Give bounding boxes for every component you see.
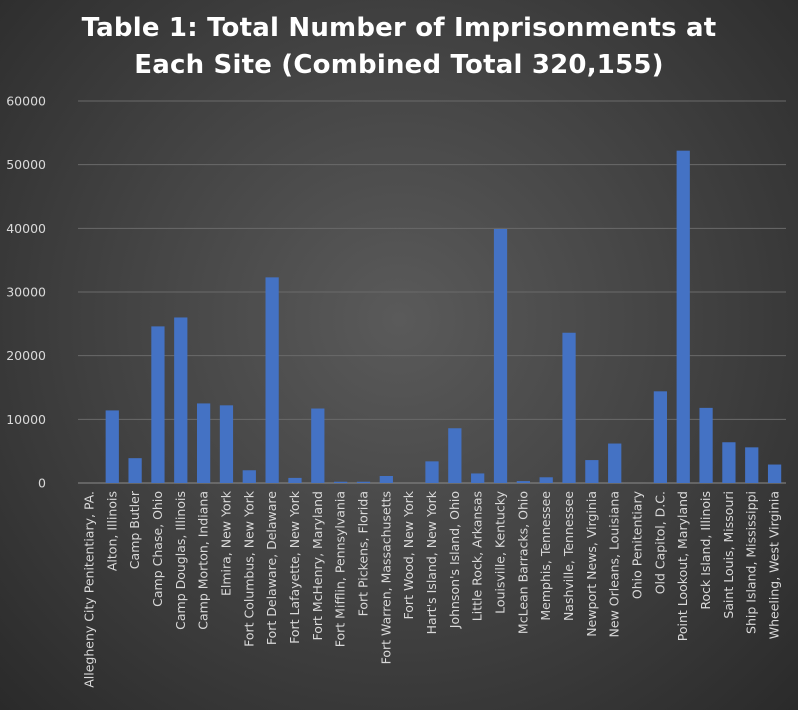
chart-title-line-2: Each Site (Combined Total 320,155) (134, 50, 664, 80)
y-tick-label: 40000 (6, 221, 46, 236)
chart-title-line-1: Table 1: Total Number of Imprisonments a… (81, 13, 717, 43)
x-tick-label: Saint Louis, Missouri (721, 491, 736, 619)
bar (493, 228, 508, 483)
x-tick-label: Old Capitol, D.C. (652, 491, 667, 594)
y-tick-label: 10000 (6, 412, 46, 427)
x-tick-label: Camp Douglas, Illinois (173, 491, 188, 630)
bar (242, 470, 256, 483)
x-tick-label: McLean Barracks, Ohio (515, 491, 530, 634)
bar (105, 410, 119, 483)
bar (196, 403, 211, 483)
bar (745, 447, 759, 483)
y-tick-label: 60000 (6, 94, 46, 109)
bar (767, 464, 782, 483)
x-tick-label: Fort Wood, New York (401, 490, 416, 619)
x-tick-label: Fort Delaware, Delaware (264, 491, 279, 645)
bar (311, 408, 325, 483)
x-tick-label: Wheeling, West Virginia (767, 491, 782, 639)
x-tick-label: Ohio Penitentiary (630, 490, 645, 599)
y-tick-label: 30000 (6, 285, 46, 300)
bar (676, 150, 690, 483)
bar (425, 461, 439, 483)
bar (516, 481, 530, 483)
x-tick-label: Point Lookout, Maryland (675, 491, 690, 641)
x-tick-label: Memphis, Tennessee (538, 491, 553, 621)
x-tick-label: New Orleans, Louisiana (607, 491, 622, 637)
x-tick-label: Elmira, New York (218, 490, 233, 596)
bar (562, 332, 576, 483)
bar (265, 277, 279, 483)
y-tick-label: 0 (38, 476, 46, 491)
x-tick-label: Fort McHenry, Maryland (310, 491, 325, 641)
x-tick-label: Allegheny City Penitentiary, PA. (81, 491, 96, 688)
x-tick-label: Fort Warren, Massachusetts (378, 491, 393, 664)
x-tick-label: Camp Butler (127, 490, 142, 569)
x-tick-label: Johnson's Island, Ohio (447, 491, 462, 629)
x-tick-label: Newport News, Virginia (584, 491, 599, 637)
bar (128, 458, 142, 483)
x-tick-label: Hart's Island, New York (424, 490, 439, 634)
y-tick-label: 50000 (6, 157, 46, 172)
bar (448, 428, 462, 483)
x-tick-label: Fort Columbus, New York (241, 490, 256, 647)
bar (288, 477, 302, 483)
bar (334, 481, 348, 483)
bar (471, 473, 485, 483)
x-tick-label: Fort Pickens, Florida (355, 491, 370, 616)
x-tick-label: Fort Mifflin, Pennsylvania (333, 491, 348, 647)
y-axis: 0 10000 20000 30000 40000 50000 60000 (6, 94, 46, 491)
bar (219, 405, 234, 483)
bar (699, 407, 713, 483)
x-tick-label: Rock Island, Illinois (698, 491, 713, 610)
bars (105, 150, 782, 483)
bar (608, 443, 622, 483)
bar (379, 475, 393, 483)
bar (151, 326, 165, 483)
chart-title: Table 1: Total Number of Imprisonments a… (0, 10, 798, 84)
x-tick-label: Nashville, Tennessee (561, 491, 576, 621)
bar (585, 460, 599, 483)
bar (539, 477, 553, 483)
x-tick-label: Camp Chase, Ohio (150, 491, 165, 607)
y-tick-label: 20000 (6, 348, 46, 363)
x-tick-label: Louisville, Kentucky (493, 490, 508, 613)
bar (356, 481, 371, 483)
bar (174, 317, 188, 483)
gridlines (78, 100, 786, 484)
bar (653, 391, 668, 483)
x-axis: Allegheny City Penitentiary, PA. Alton, I… (81, 490, 781, 688)
x-tick-label: Camp Morton, Indiana (196, 491, 211, 630)
x-tick-label: Alton, Illinois (104, 491, 119, 571)
x-tick-label: Fort Lafayette, New York (287, 490, 302, 644)
bar (722, 442, 736, 483)
x-tick-label: Little Rock, Arkansas (470, 491, 485, 621)
x-tick-label: Ship Island, Mississippi (744, 491, 759, 634)
